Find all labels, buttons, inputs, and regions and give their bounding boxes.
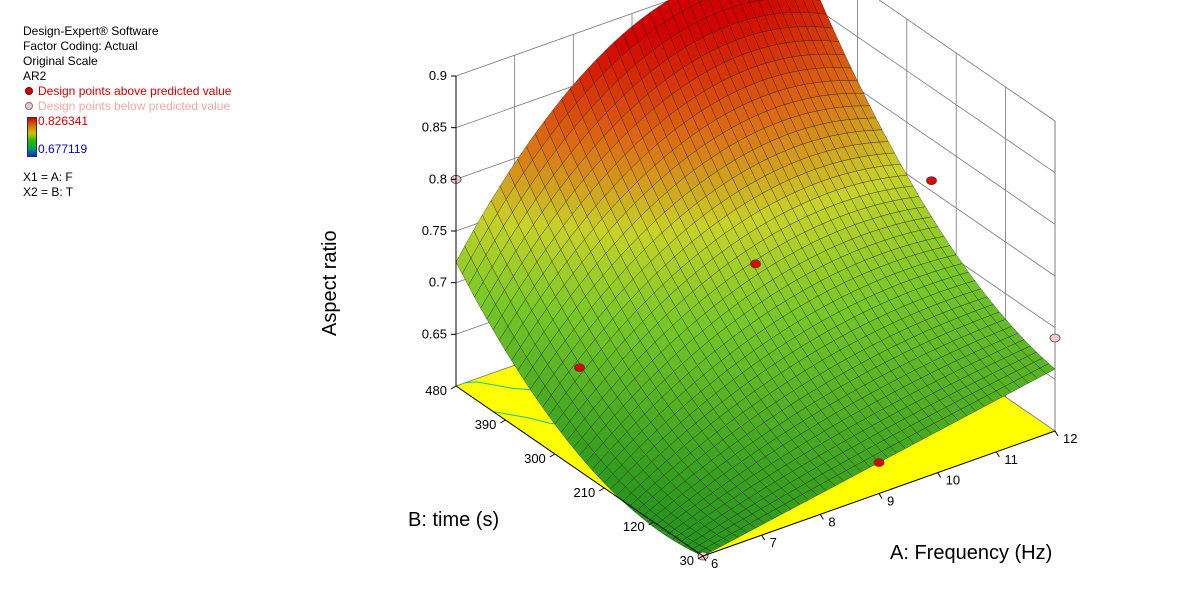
- z-tick-label: 0.85: [422, 120, 447, 135]
- y-tick-label: 30: [680, 553, 694, 568]
- x-tick-label: 6: [711, 556, 718, 571]
- x-axis-line: [702, 430, 1056, 557]
- x-tick-label: 12: [1063, 431, 1077, 446]
- y-tick-label: 390: [475, 417, 497, 432]
- response-surface: [455, 0, 1056, 557]
- design-point-above: [926, 176, 937, 186]
- x-tick-label: 9: [887, 494, 894, 509]
- x-tick: [878, 493, 883, 499]
- design-point-above: [750, 259, 761, 269]
- color-gradient-bar: [27, 117, 37, 157]
- color-scale: 0.826341 0.677119: [23, 114, 231, 157]
- y-tick-label: 480: [425, 383, 447, 398]
- x2-definition: X2 = B: T: [23, 185, 74, 199]
- response-name: AR2: [23, 69, 47, 83]
- x-tick: [819, 514, 824, 520]
- below-point-icon: [25, 102, 33, 111]
- software-name: Design-Expert® Software: [23, 24, 159, 38]
- y-tick-label: 300: [524, 451, 546, 466]
- surface-cell: [1039, 363, 1056, 374]
- y-tick: [450, 385, 457, 390]
- color-max-label: 0.826341: [38, 114, 89, 128]
- y-tick-label: 120: [623, 519, 645, 534]
- factor-coding: Factor Coding: Actual: [23, 39, 138, 53]
- z-tick-label: 0.75: [422, 223, 447, 238]
- design-point-above: [873, 458, 885, 467]
- y-tick-label: 210: [573, 485, 595, 500]
- legend-above: Design points above predicted value: [23, 84, 231, 99]
- z-tick-label: 0.9: [429, 68, 447, 83]
- x-tick: [1054, 430, 1059, 437]
- legend-below-label: Design points below predicted value: [38, 99, 231, 113]
- z-tick-label: 0.65: [422, 326, 447, 341]
- y-tick: [500, 419, 506, 424]
- x-tick-label: 11: [1004, 452, 1018, 467]
- y-tick: [549, 453, 556, 458]
- y-tick: [598, 487, 605, 492]
- z-tick-label: 0.8: [429, 171, 447, 186]
- x1-definition: X1 = A: F: [23, 170, 73, 184]
- x-tick-label: 7: [770, 535, 777, 550]
- x-tick: [995, 451, 1000, 458]
- axis-ticks: 6 7 8 9 10 11 12 30 120 210 300 390 480 0.65 0.7 0.75 0.…: [422, 68, 1078, 571]
- legend-below: Design points below predicted value: [23, 99, 231, 114]
- x-axis-label: A: Frequency (Hz): [890, 542, 1052, 564]
- color-min-label: 0.677119: [38, 142, 88, 156]
- x-tick: [702, 555, 707, 562]
- z-axis-label: Aspect ratio: [319, 230, 341, 336]
- y-tick: [697, 555, 704, 560]
- above-point-icon: [25, 87, 33, 96]
- x-tick-label: 10: [946, 473, 960, 488]
- x-tick-label: 8: [828, 514, 835, 529]
- design-point-below: [1049, 333, 1061, 343]
- y-axis-label: B: time (s): [408, 509, 499, 531]
- x-tick: [937, 472, 942, 478]
- legend-above-label: Design points above predicted value: [38, 84, 232, 98]
- scale-label: Original Scale: [23, 54, 98, 68]
- z-tick-label: 0.7: [429, 275, 447, 290]
- x-tick: [761, 534, 766, 541]
- legend-panel: Design-Expert® Software Factor Coding: A…: [23, 24, 231, 200]
- y-axis-line: [455, 385, 704, 557]
- wall-grid-line: [455, 0, 1056, 122]
- design-point-above: [574, 363, 585, 373]
- y-tick: [648, 521, 654, 526]
